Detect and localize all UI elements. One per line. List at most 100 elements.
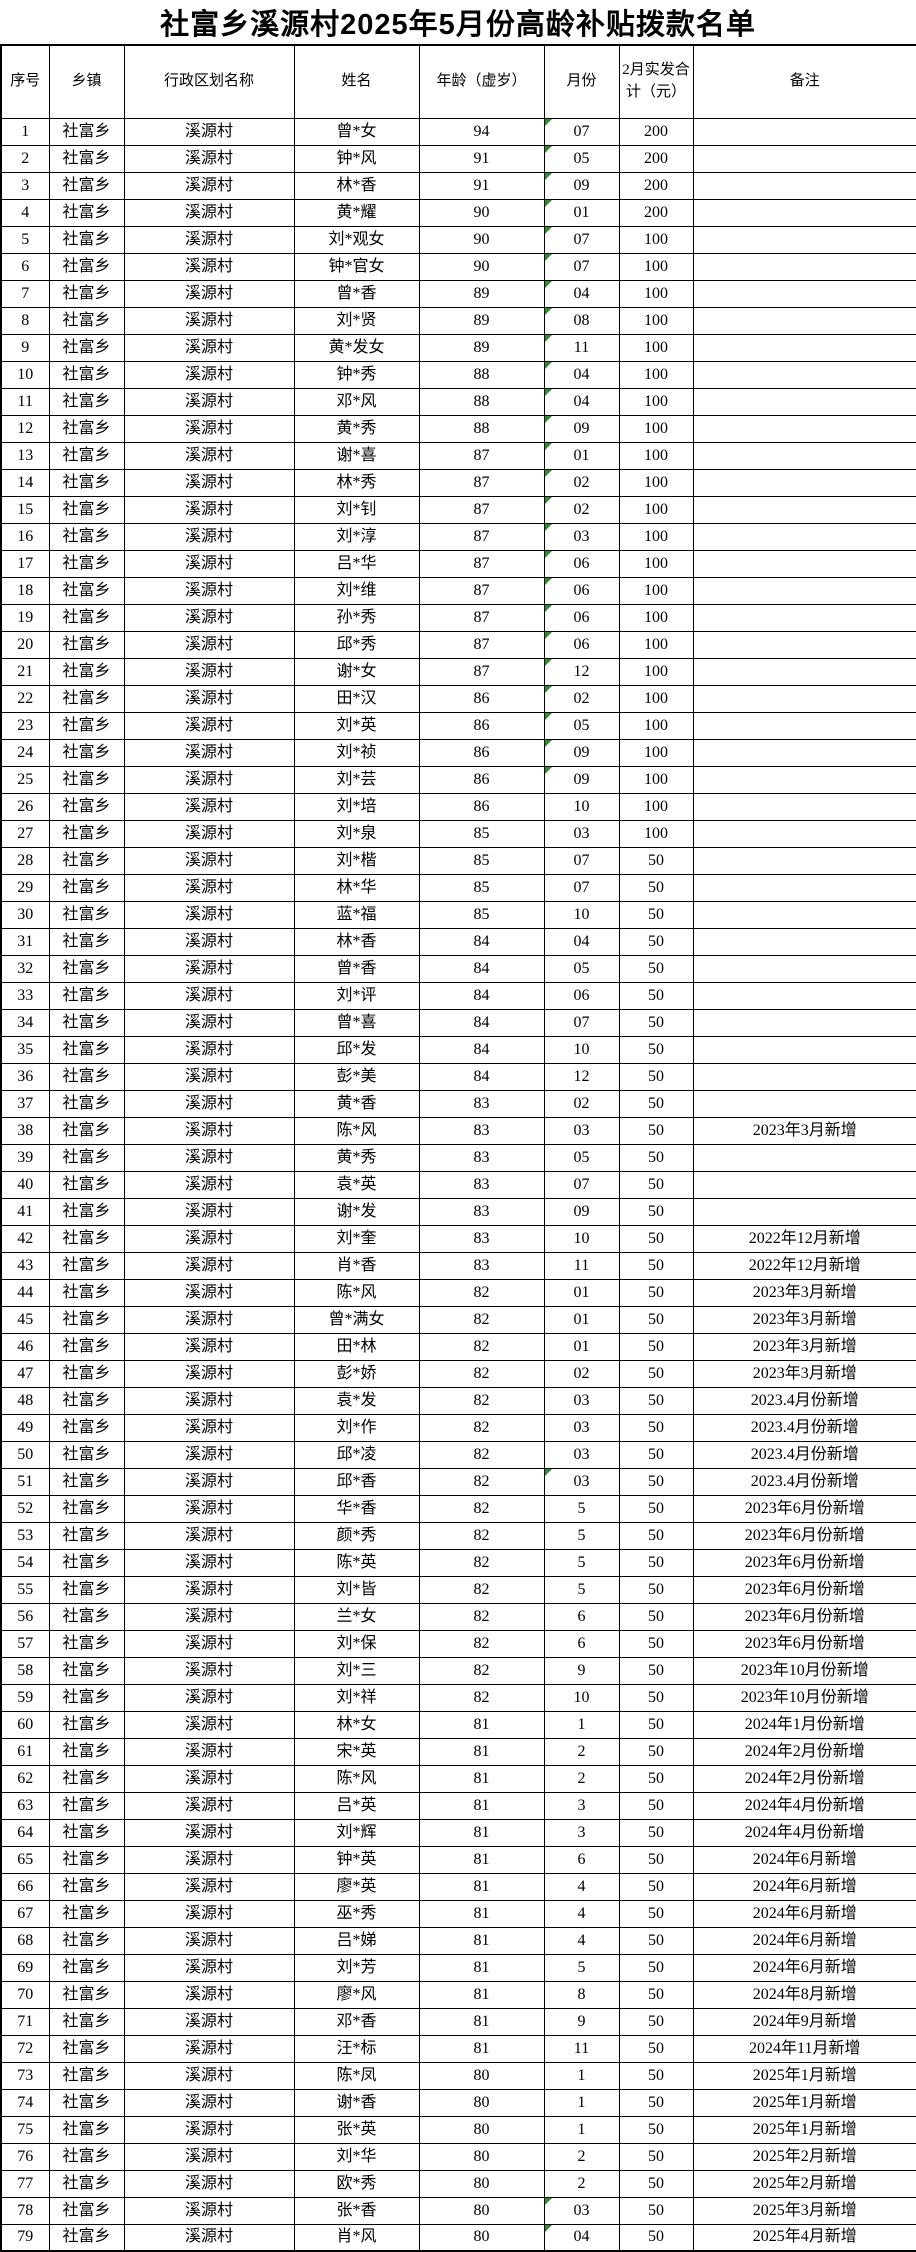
cell-township: 社富乡 [48,954,125,983]
cell-township: 社富乡 [48,1872,125,1901]
cell-age: 81 [418,2034,545,2063]
cell-village: 溪源村 [123,1332,295,1361]
cell-serial: 77 [0,2169,50,2198]
cell-serial: 17 [0,549,50,578]
cell-age: 80 [418,2115,545,2144]
cell-township: 社富乡 [48,1494,125,1523]
cell-village: 溪源村 [123,144,295,173]
cell-village: 溪源村 [123,1818,295,1847]
cell-name: 刘*芸 [293,765,420,794]
table-row: 17 社富乡 溪源村 吕*华 87 06 100 [0,549,916,578]
cell-village: 溪源村 [123,765,295,794]
cell-amount: 50 [618,900,694,929]
cell-remark: 2025年1月新增 [692,2088,916,2117]
cell-township: 社富乡 [48,2115,125,2144]
cell-village: 溪源村 [123,360,295,389]
cell-remark [692,711,916,740]
cell-month: 03 [543,1440,620,1469]
cell-month: 04 [543,2223,620,2252]
cell-village: 溪源村 [123,2115,295,2144]
cell-township: 社富乡 [48,1656,125,1685]
cell-age: 84 [418,1035,545,1064]
cell-township: 社富乡 [48,2088,125,2117]
cell-age: 82 [418,1548,545,1577]
cell-serial: 2 [0,144,50,173]
cell-remark: 2024年6月新增 [692,1953,916,1982]
cell-name: 邱*凌 [293,1440,420,1469]
table-row: 52 社富乡 溪源村 华*香 82 5 50 2023年6月份新增 [0,1494,916,1523]
cell-name: 张*英 [293,2115,420,2144]
cell-village: 溪源村 [123,1170,295,1199]
cell-age: 86 [418,711,545,740]
cell-amount: 50 [618,954,694,983]
cell-remark [692,225,916,254]
cell-village: 溪源村 [123,414,295,443]
cell-village: 溪源村 [123,657,295,686]
cell-age: 82 [418,1575,545,1604]
cell-remark [692,576,916,605]
cell-amount: 50 [618,1980,694,2009]
cell-month: 3 [543,1818,620,1847]
cell-remark [692,441,916,470]
table-row: 60 社富乡 溪源村 林*女 81 1 50 2024年1月份新增 [0,1710,916,1739]
cell-name: 黄*秀 [293,414,420,443]
cell-age: 86 [418,684,545,713]
cell-age: 87 [418,603,545,632]
cell-remark: 2024年4月份新增 [692,1791,916,1820]
cell-serial: 75 [0,2115,50,2144]
cell-township: 社富乡 [48,1845,125,1874]
cell-amount: 100 [618,630,694,659]
cell-name: 彭*美 [293,1062,420,1091]
cell-township: 社富乡 [48,333,125,362]
cell-age: 88 [418,360,545,389]
cell-age: 89 [418,333,545,362]
cell-serial: 38 [0,1116,50,1145]
cell-age: 84 [418,1062,545,1091]
cell-serial: 5 [0,225,50,254]
cell-age: 81 [418,1845,545,1874]
cell-remark [692,1062,916,1091]
cell-township: 社富乡 [48,819,125,848]
cell-name: 肖*风 [293,2223,420,2252]
cell-age: 82 [418,1656,545,1685]
cell-remark [692,144,916,173]
cell-village: 溪源村 [123,2223,295,2252]
cell-name: 谢*发 [293,1197,420,1226]
cell-remark [692,279,916,308]
cell-month: 03 [543,2196,620,2225]
cell-amount: 50 [618,1305,694,1334]
cell-remark: 2023年6月份新增 [692,1521,916,1550]
cell-township: 社富乡 [48,252,125,281]
cell-remark [692,171,916,200]
cell-amount: 50 [618,1035,694,1064]
cell-village: 溪源村 [123,1305,295,1334]
cell-township: 社富乡 [48,387,125,416]
cell-amount: 100 [618,711,694,740]
cell-month: 07 [543,873,620,902]
table-row: 6 社富乡 溪源村 钟*官女 90 07 100 [0,252,916,281]
cell-remark: 2024年6月新增 [692,1899,916,1928]
cell-month: 03 [543,1413,620,1442]
table-row: 28 社富乡 溪源村 刘*楷 85 07 50 [0,846,916,875]
cell-village: 溪源村 [123,117,295,146]
cell-remark [692,684,916,713]
cell-age: 81 [418,1818,545,1847]
cell-name: 钟*英 [293,1845,420,1874]
cell-remark [692,981,916,1010]
cell-remark [692,1143,916,1172]
cell-name: 华*香 [293,1494,420,1523]
cell-village: 溪源村 [123,1413,295,1442]
cell-name: 谢*女 [293,657,420,686]
cell-amount: 200 [618,144,694,173]
cell-serial: 52 [0,1494,50,1523]
cell-remark: 2025年1月新增 [692,2115,916,2144]
cell-village: 溪源村 [123,2061,295,2090]
cell-month: 04 [543,360,620,389]
cell-remark [692,252,916,281]
cell-township: 社富乡 [48,225,125,254]
cell-township: 社富乡 [48,684,125,713]
cell-age: 82 [418,1332,545,1361]
cell-age: 83 [418,1224,545,1253]
table-row: 37 社富乡 溪源村 黄*香 83 02 50 [0,1089,916,1118]
cell-village: 溪源村 [123,1656,295,1685]
